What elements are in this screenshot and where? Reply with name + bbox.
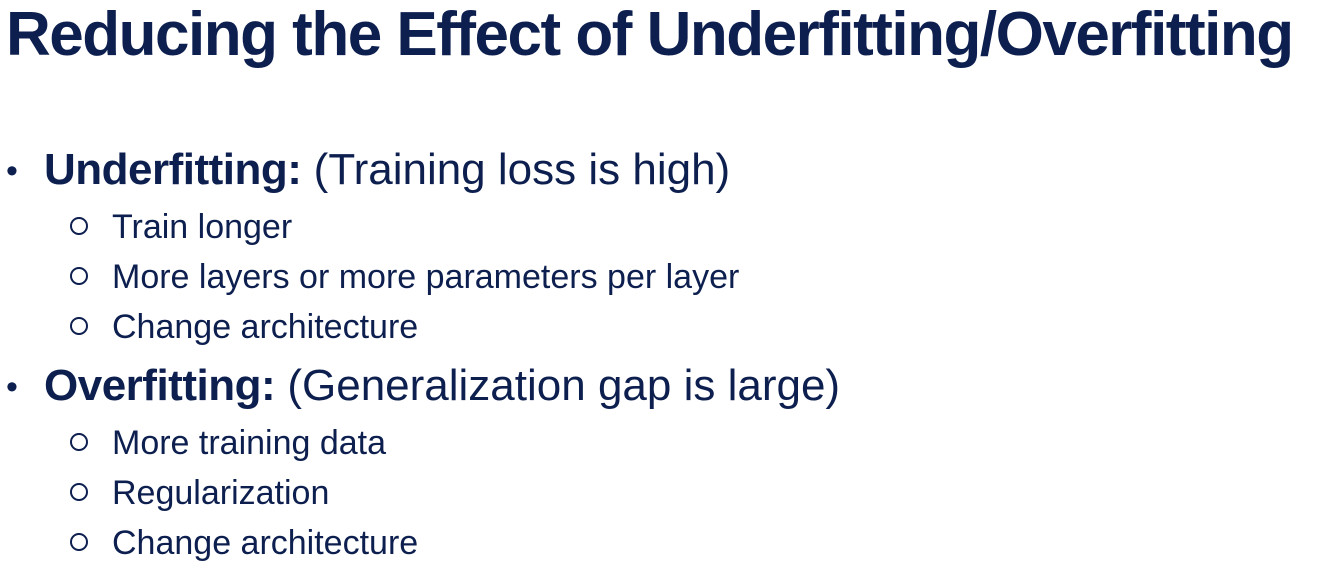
list-item-text: Change architecture	[112, 308, 419, 346]
bullet-text: Underfitting: (Training loss is high)	[44, 140, 730, 200]
list-item: Change architecture	[0, 302, 1339, 352]
bullet-term: Underfitting:	[44, 145, 302, 194]
bullet-dot-icon: •	[6, 152, 18, 190]
list-item-text: More training data	[112, 424, 387, 462]
list-item-text: Train longer	[112, 208, 293, 246]
hollow-circle-icon	[70, 433, 88, 451]
hollow-circle-icon	[70, 533, 88, 551]
list-item: Regularization	[0, 468, 1339, 518]
list-item: More layers or more parameters per layer	[0, 252, 1339, 302]
bullet-description: (Generalization gap is large)	[287, 361, 841, 410]
overfitting-remedies-list: More training data Regularization Change…	[0, 418, 1339, 568]
list-item-text: Regularization	[112, 474, 330, 512]
section-overfitting: • Overfitting: (Generalization gap is la…	[0, 356, 1339, 568]
bullet-dot-icon: •	[6, 368, 18, 406]
bullet-underfitting: • Underfitting: (Training loss is high)	[0, 140, 1339, 202]
list-item: More training data	[0, 418, 1339, 468]
hollow-circle-icon	[70, 317, 88, 335]
bullet-description: (Training loss is high)	[313, 145, 731, 194]
slide-title: Reducing the Effect of Underfitting/Over…	[6, 0, 1294, 69]
underfitting-remedies-list: Train longer More layers or more paramet…	[0, 202, 1339, 352]
list-item-text: Change architecture	[112, 524, 419, 562]
list-item-text: More layers or more parameters per layer	[112, 258, 740, 296]
list-item: Change architecture	[0, 518, 1339, 568]
hollow-circle-icon	[70, 217, 88, 235]
section-underfitting: • Underfitting: (Training loss is high) …	[0, 140, 1339, 352]
hollow-circle-icon	[70, 267, 88, 285]
list-item: Train longer	[0, 202, 1339, 252]
hollow-circle-icon	[70, 483, 88, 501]
bullet-term: Overfitting:	[44, 361, 276, 410]
bullet-overfitting: • Overfitting: (Generalization gap is la…	[0, 356, 1339, 418]
bullet-text: Overfitting: (Generalization gap is larg…	[44, 356, 840, 416]
